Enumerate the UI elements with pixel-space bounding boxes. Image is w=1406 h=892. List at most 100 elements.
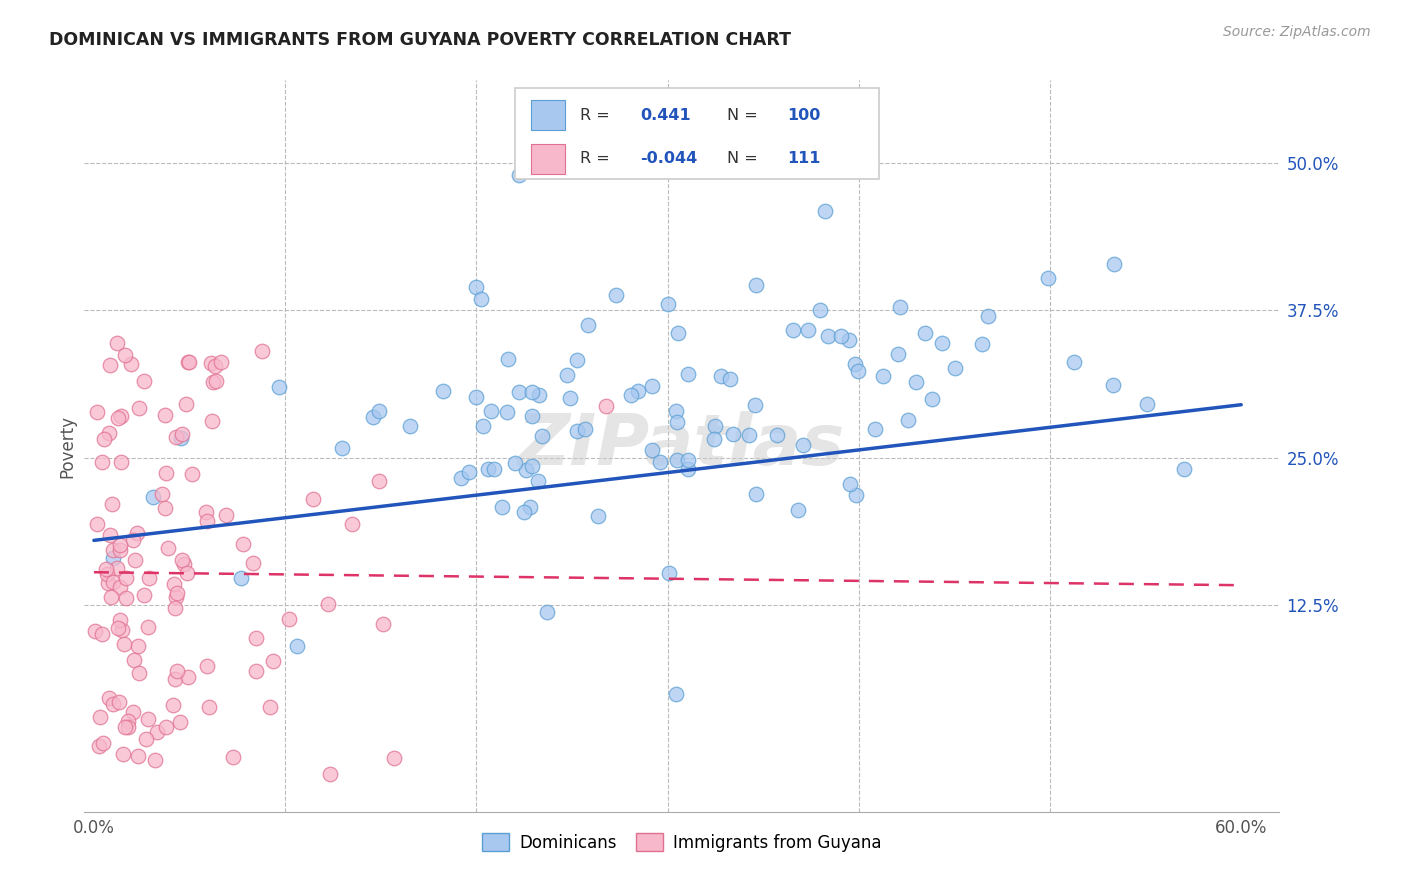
Point (464, 390, 486, 404)
Point (830, 329, 852, 343)
Point (97, 691, 120, 706)
Point (666, 326, 689, 340)
Point (382, 751, 405, 765)
Point (838, 333, 860, 347)
Point (745, 278, 768, 293)
Point (180, 467, 202, 482)
Point (595, 399, 617, 413)
Point (342, 516, 364, 531)
Point (201, 414, 224, 428)
Point (142, 490, 165, 504)
Point (262, 654, 284, 668)
Point (627, 384, 650, 399)
Point (703, 432, 725, 446)
Point (91, 736, 114, 750)
Point (269, 380, 291, 394)
Point (666, 415, 689, 429)
Point (796, 323, 818, 337)
Point (215, 508, 238, 523)
Point (658, 566, 681, 581)
Point (943, 360, 966, 375)
Point (138, 712, 160, 726)
Point (558, 392, 581, 406)
Point (1036, 271, 1059, 285)
Point (838, 477, 860, 491)
Point (508, 385, 530, 400)
Point (155, 466, 177, 480)
Point (98, 426, 121, 441)
Point (718, 372, 741, 386)
Point (1173, 462, 1195, 476)
Point (87, 739, 110, 753)
Point (620, 387, 643, 401)
Point (520, 459, 543, 474)
Point (792, 438, 814, 452)
Point (371, 616, 394, 631)
Text: R =: R = (581, 152, 610, 167)
Point (536, 605, 558, 619)
Point (103, 542, 125, 557)
Point (110, 409, 132, 423)
Point (150, 487, 173, 501)
Point (479, 403, 502, 417)
Point (194, 505, 217, 519)
Point (132, 588, 155, 602)
Text: Source: ZipAtlas.com: Source: ZipAtlas.com (1223, 25, 1371, 39)
Point (904, 375, 927, 389)
Point (744, 398, 766, 412)
Point (86, 405, 108, 419)
Point (91, 627, 114, 641)
Point (135, 731, 157, 746)
Point (132, 374, 155, 388)
Point (176, 354, 198, 368)
Point (177, 670, 200, 684)
Point (156, 541, 179, 556)
Point (125, 526, 148, 541)
Point (526, 474, 548, 488)
Point (250, 343, 273, 358)
Point (96, 566, 118, 581)
Point (105, 561, 128, 575)
Point (872, 369, 894, 384)
Text: R =: R = (581, 108, 610, 122)
Point (704, 418, 727, 433)
Text: DOMINICAN VS IMMIGRANTS FROM GUYANA POVERTY CORRELATION CHART: DOMINICAN VS IMMIGRANTS FROM GUYANA POVE… (49, 31, 792, 49)
Point (1101, 377, 1123, 392)
Point (98, 528, 121, 542)
Point (921, 392, 943, 407)
Point (153, 501, 176, 516)
Point (277, 612, 299, 626)
Point (368, 404, 391, 418)
Point (399, 419, 422, 434)
Point (172, 427, 194, 442)
Text: N =: N = (727, 108, 758, 122)
Point (173, 557, 195, 571)
Point (242, 556, 264, 570)
Point (817, 329, 839, 343)
Point (222, 749, 245, 764)
Point (100, 590, 122, 604)
Point (205, 375, 228, 389)
Point (232, 537, 254, 551)
Point (470, 292, 492, 306)
Point (576, 318, 599, 332)
Point (259, 699, 281, 714)
Point (1102, 257, 1125, 271)
Point (155, 720, 177, 734)
Text: ZIPatlas: ZIPatlas (519, 411, 845, 481)
Point (101, 698, 124, 712)
Point (122, 533, 145, 547)
Point (664, 404, 686, 418)
Point (201, 375, 224, 389)
Point (110, 455, 132, 469)
Point (128, 665, 150, 680)
Point (98, 358, 121, 372)
Point (120, 357, 142, 371)
Point (301, 491, 323, 506)
Point (111, 747, 134, 761)
Point (138, 571, 160, 585)
Point (565, 424, 588, 438)
Point (166, 585, 188, 599)
Point (738, 428, 761, 442)
Point (114, 348, 136, 362)
